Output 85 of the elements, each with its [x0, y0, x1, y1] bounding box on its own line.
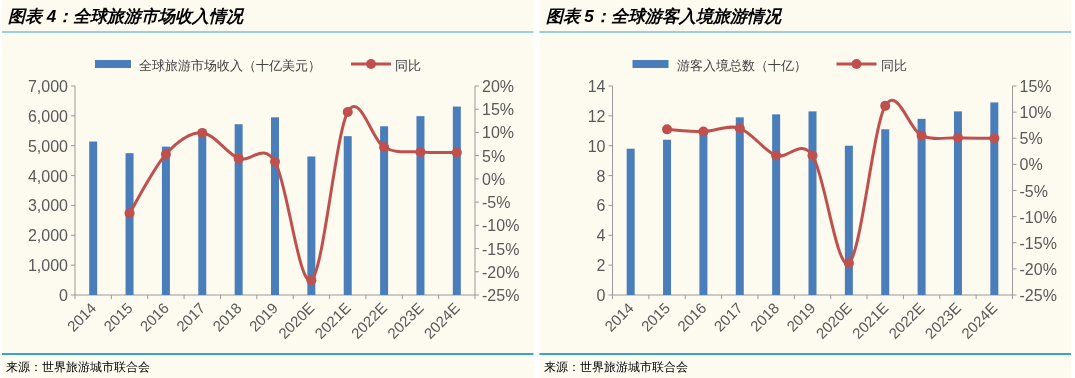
y-tick-label: 12	[587, 107, 606, 125]
bar	[89, 141, 98, 295]
bar	[990, 102, 999, 295]
y2-tick-label: 15%	[1019, 78, 1052, 95]
legend-label: 同比	[395, 58, 421, 73]
y-tick-label: 8	[596, 167, 606, 185]
point	[451, 147, 462, 158]
point	[734, 123, 745, 134]
point	[415, 146, 426, 157]
y2-tick-label: -5%	[1019, 182, 1048, 200]
point	[342, 107, 353, 118]
y-tick-label: 1,000	[27, 257, 69, 275]
y-tick-label: 2	[596, 257, 606, 275]
bar	[307, 156, 316, 295]
bar	[917, 118, 926, 295]
y2-tick-label: 10%	[482, 124, 515, 142]
point	[233, 153, 244, 164]
y2-tick-label: -10%	[1019, 208, 1057, 226]
point	[989, 133, 1000, 144]
y2-tick-label: 0%	[1019, 156, 1043, 174]
bar	[772, 114, 781, 295]
bar	[881, 129, 890, 295]
y2-tick-label: -15%	[1019, 234, 1057, 252]
y-tick-label: 0	[59, 287, 69, 304]
y-tick-label: 6,000	[27, 107, 69, 125]
point	[379, 142, 390, 153]
y-tick-label: 2,000	[27, 227, 69, 245]
y2-tick-label: -5%	[482, 194, 511, 212]
bar	[161, 146, 170, 295]
y-tick-label: 4	[596, 227, 606, 245]
bar	[626, 148, 635, 295]
point	[306, 275, 317, 286]
legend-label: 全球旅游市场收入（十亿美元）	[139, 58, 321, 73]
y2-tick-label: -20%	[482, 263, 520, 281]
point	[843, 258, 854, 269]
point	[662, 124, 673, 135]
point	[270, 156, 280, 167]
bar	[380, 126, 389, 295]
chart-title: 图表 4：全球旅游市场收入情况	[8, 7, 246, 26]
bar	[663, 139, 672, 295]
y-tick-label: 0	[596, 287, 606, 304]
bar	[416, 116, 425, 295]
point	[952, 132, 963, 143]
bar	[343, 136, 352, 295]
y-tick-label: 14	[587, 78, 606, 95]
bar	[271, 117, 279, 295]
y-tick-label: 6	[596, 197, 606, 215]
y-tick-label: 10	[587, 137, 606, 155]
y2-tick-label: 10%	[1019, 104, 1052, 122]
point	[160, 149, 171, 160]
y-tick-label: 7,000	[27, 78, 69, 95]
source-note: 来源：世界旅游城市联合会	[543, 360, 688, 374]
bar	[699, 132, 708, 295]
legend-label: 游客入境总数（十亿）	[676, 58, 807, 73]
y-tick-label: 5,000	[27, 137, 69, 155]
bar	[735, 117, 744, 295]
chart-title: 图表 5：全球游客入境旅游情况	[545, 7, 783, 26]
y2-tick-label: 20%	[482, 78, 515, 95]
y2-tick-label: -20%	[1019, 260, 1057, 278]
y2-tick-label: -25%	[1019, 287, 1057, 304]
bar	[808, 111, 817, 295]
bar	[234, 124, 243, 295]
y2-tick-label: 15%	[482, 101, 515, 119]
bar	[198, 134, 207, 295]
point	[916, 130, 927, 141]
bar	[125, 153, 134, 295]
y-tick-label: 3,000	[27, 197, 69, 215]
bar	[953, 111, 962, 295]
source-note: 来源：世界旅游城市联合会	[6, 360, 150, 374]
y2-tick-label: 5%	[1019, 130, 1043, 148]
legend-label: 同比	[880, 58, 907, 73]
bar	[844, 145, 853, 295]
point	[880, 100, 891, 111]
point	[698, 126, 709, 137]
y2-tick-label: 5%	[482, 147, 506, 165]
y2-tick-label: -10%	[482, 217, 520, 235]
y2-tick-label: -15%	[482, 240, 520, 258]
bar	[452, 106, 461, 295]
y2-tick-label: -25%	[482, 287, 520, 304]
point	[197, 127, 208, 138]
y-tick-label: 4,000	[27, 167, 69, 185]
y2-tick-label: 0%	[482, 170, 506, 188]
point	[771, 150, 782, 161]
point	[807, 150, 818, 161]
point	[124, 208, 135, 219]
